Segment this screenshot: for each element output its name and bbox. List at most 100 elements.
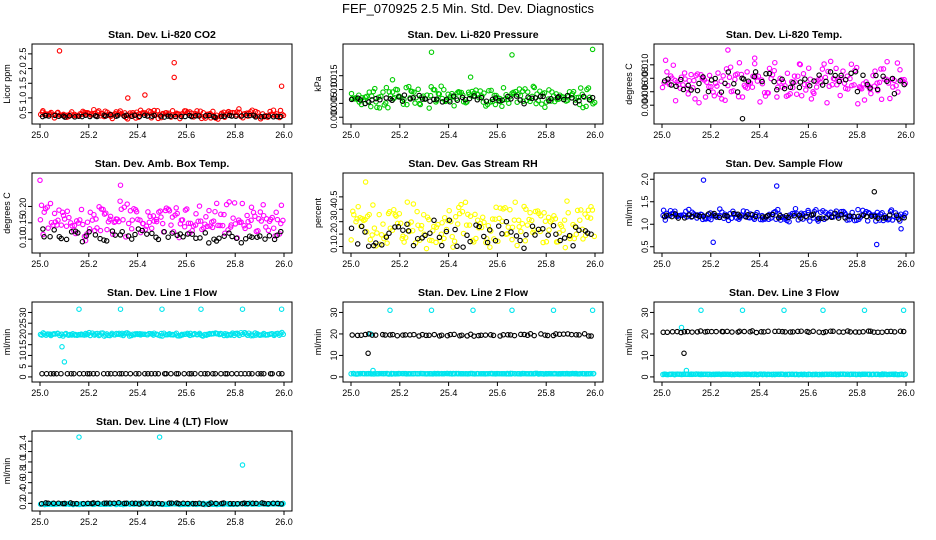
data-point (823, 78, 829, 85)
x-tick-label: 25.4 (440, 259, 458, 269)
y-tick-label: 0.005 (329, 92, 339, 115)
data-point (431, 96, 437, 103)
data-point (813, 207, 819, 213)
data-point (486, 227, 493, 233)
data-point (569, 95, 575, 101)
data-point (513, 233, 520, 239)
data-point (177, 231, 184, 237)
data-point (91, 106, 97, 113)
data-point (405, 228, 412, 234)
data-point (897, 78, 903, 84)
data-point (902, 371, 909, 378)
data-point (855, 213, 862, 220)
y-tick-label: 10 (640, 350, 650, 360)
x-tick-label: 25.0 (31, 517, 49, 527)
data-point (495, 238, 501, 245)
data-point (401, 92, 408, 98)
x-tick-label: 25.0 (31, 130, 49, 140)
data-point (380, 89, 386, 95)
data-point (67, 220, 74, 226)
data-point (45, 500, 51, 507)
data-point (262, 236, 268, 242)
plot-title-1: Stan. Dev. Li-820 Pressure (407, 29, 538, 41)
data-point (800, 71, 807, 77)
data-point (884, 58, 890, 65)
data-point (196, 203, 203, 209)
data-point (751, 216, 758, 223)
data-point (554, 94, 561, 101)
data-point (128, 226, 135, 232)
data-point (185, 220, 192, 227)
data-point (265, 227, 272, 234)
data-point (178, 113, 185, 120)
data-point (123, 500, 130, 507)
data-point (681, 215, 688, 221)
data-point (80, 221, 86, 228)
data-point (103, 210, 109, 216)
data-point (449, 233, 455, 240)
y-tick-label: 0.008 (640, 67, 650, 90)
plot-frame-5 (653, 172, 915, 254)
data-point (680, 82, 686, 88)
x-tick-label: 25.8 (537, 259, 555, 269)
data-point (662, 57, 669, 64)
data-point (893, 82, 899, 89)
data-point (855, 206, 861, 213)
data-point (431, 331, 438, 338)
data-point (820, 329, 827, 336)
data-point (484, 239, 491, 246)
data-point (386, 209, 393, 215)
data-point (269, 214, 275, 221)
data-point (258, 370, 264, 377)
data-point (454, 97, 461, 103)
data-point (663, 212, 670, 218)
data-point (120, 217, 126, 223)
data-point (438, 332, 445, 338)
data-point (572, 224, 579, 230)
data-point (181, 370, 187, 377)
data-point (493, 204, 499, 211)
plot-frame-9 (31, 430, 293, 512)
data-point (221, 211, 227, 218)
data-point (242, 225, 248, 232)
data-point (532, 232, 538, 238)
data-point (349, 332, 355, 338)
data-point (802, 76, 808, 82)
data-point (560, 96, 567, 103)
data-point (548, 95, 554, 102)
data-point (404, 221, 410, 227)
data-point (376, 211, 382, 218)
data-point (500, 85, 507, 91)
data-point (524, 89, 531, 95)
data-point (131, 112, 138, 119)
data-point (395, 224, 402, 230)
data-point (868, 213, 875, 219)
data-point (893, 212, 900, 218)
data-point (98, 501, 105, 507)
plot-title-9: Stan. Dev. Line 4 (LT) Flow (96, 416, 229, 428)
data-point (736, 213, 743, 219)
data-point (451, 238, 458, 245)
data-point (173, 205, 179, 211)
data-point (692, 96, 698, 102)
data-point (204, 370, 211, 377)
data-point (887, 95, 893, 102)
data-point (198, 306, 204, 312)
data-point (731, 81, 737, 87)
y-axis-label: degrees C (624, 63, 634, 105)
data-point (787, 91, 793, 97)
data-point (861, 307, 868, 314)
data-point (168, 500, 175, 506)
data-point (76, 434, 82, 440)
data-point (91, 211, 97, 218)
data-point (362, 179, 369, 185)
data-point (825, 68, 831, 75)
data-point (542, 104, 548, 111)
data-point (354, 241, 361, 247)
data-point (229, 370, 235, 377)
data-point (406, 83, 412, 90)
data-point (816, 215, 822, 221)
data-point (248, 204, 255, 211)
data-point (550, 222, 557, 229)
data-point (688, 71, 694, 78)
